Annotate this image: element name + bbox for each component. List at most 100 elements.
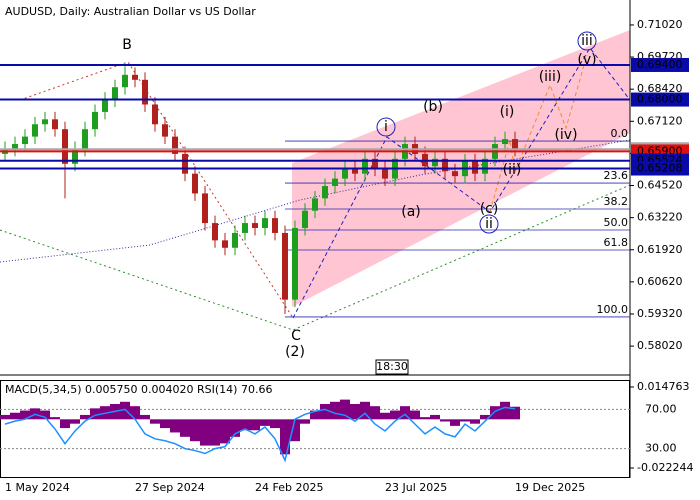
candle-body xyxy=(142,79,148,105)
wave-label: (2) xyxy=(285,344,305,360)
fib-label: 23.6 xyxy=(604,169,629,182)
macd-bar xyxy=(50,417,60,420)
candle-body xyxy=(172,136,178,154)
candle-body xyxy=(332,178,338,187)
macd-bar xyxy=(160,419,170,429)
candle-body xyxy=(432,158,438,167)
macd-bar xyxy=(200,419,210,446)
macd-bar xyxy=(220,419,230,444)
candle-body xyxy=(272,218,278,233)
wave-label: i xyxy=(384,119,388,135)
macd-bar xyxy=(480,414,490,420)
macd-bar xyxy=(330,401,340,420)
macd-bar xyxy=(280,419,290,455)
wave-label: (b) xyxy=(423,99,443,115)
moving-average xyxy=(0,139,631,263)
rsi-line xyxy=(4,406,516,463)
chart-title: AUDUSD, Daily: Australian Dollar vs US D… xyxy=(5,5,256,18)
macd-bar xyxy=(210,419,220,446)
candle-body xyxy=(472,161,478,174)
macd-bar xyxy=(40,410,50,420)
candle-body xyxy=(92,111,98,130)
candle-body xyxy=(292,228,298,300)
candle-body xyxy=(312,198,318,211)
x-tick-label: 1 May 2024 xyxy=(5,481,70,494)
candle-body xyxy=(22,136,28,145)
macd-bar xyxy=(80,414,90,420)
macd-bar xyxy=(470,419,480,424)
macd-bar xyxy=(410,410,420,420)
timer-box xyxy=(375,359,409,375)
fib-label: 38.2 xyxy=(604,195,629,208)
candle-body xyxy=(132,74,138,80)
macd-bar xyxy=(0,414,10,420)
candle-body xyxy=(202,193,208,224)
candle-body xyxy=(252,223,258,229)
candle-body xyxy=(262,218,268,229)
candle-body xyxy=(512,139,518,150)
candle-body xyxy=(162,124,168,137)
level-label: 0.69400 xyxy=(637,58,683,71)
macd-bar xyxy=(400,406,410,420)
macd-bar xyxy=(10,412,20,420)
y2-tick-label: 70.00 xyxy=(645,402,677,415)
macd-bar xyxy=(310,410,320,420)
macd-bar xyxy=(340,399,350,420)
macd-bar xyxy=(150,419,160,424)
macd-bar xyxy=(240,419,250,431)
macd-bar xyxy=(250,419,260,431)
x-tick-label: 23 Jul 2025 xyxy=(385,481,447,494)
wave-label: (i) xyxy=(500,104,515,120)
y-tick-label: 0.59320 xyxy=(637,307,683,320)
candle-body xyxy=(52,119,58,130)
macd-bar xyxy=(450,419,460,426)
candle-body xyxy=(502,139,508,145)
wave-label: ii xyxy=(485,216,493,232)
level-label-box xyxy=(631,57,689,72)
candle-body xyxy=(102,99,108,112)
candle-body xyxy=(282,232,288,300)
macd-bar xyxy=(500,401,510,420)
candle-body xyxy=(192,173,198,194)
fib-label: 61.8 xyxy=(604,236,629,249)
macd-bar xyxy=(420,417,430,420)
candle-body xyxy=(342,168,348,179)
timer: 18:30 xyxy=(376,360,408,373)
level-label-box xyxy=(631,161,689,176)
y-tick-label: 0.61920 xyxy=(637,243,683,256)
level-label: 0.68000 xyxy=(637,93,683,106)
macd-bar xyxy=(440,419,450,422)
candle-body xyxy=(32,124,38,137)
macd-bar xyxy=(130,406,140,420)
macd-bar xyxy=(230,419,240,437)
level-label: 0.65208 xyxy=(637,162,683,175)
candle-body xyxy=(242,223,248,233)
macd-bar xyxy=(60,419,70,429)
macd-bar xyxy=(20,410,30,420)
y-tick-label: 0.71020 xyxy=(637,18,683,31)
macd-bar xyxy=(190,419,200,442)
wave-label: C xyxy=(291,328,301,344)
macd-bar xyxy=(170,419,180,433)
macd-bar xyxy=(490,406,500,420)
y-tick-label: -0.022244 xyxy=(637,461,693,474)
wave-label: B xyxy=(122,37,132,53)
wave-circle xyxy=(479,214,499,234)
fib-label: 100.0 xyxy=(597,303,629,316)
candle-body xyxy=(302,210,308,229)
macd-bar xyxy=(120,401,130,420)
wave-label: (iii) xyxy=(539,69,562,85)
wave-line xyxy=(489,54,588,213)
macd-bar xyxy=(380,412,390,420)
x-tick-label: 27 Sep 2024 xyxy=(135,481,205,494)
macd-bar xyxy=(290,419,300,442)
y-tick-label: 0.68420 xyxy=(637,82,683,95)
candle-body xyxy=(12,144,18,149)
candle-body xyxy=(182,153,188,174)
wave-label: (v) xyxy=(577,52,596,68)
y-tick-label: 0.67120 xyxy=(637,114,683,127)
candle-body xyxy=(382,168,388,179)
wave-label: (a) xyxy=(401,204,421,220)
macd-bar xyxy=(510,406,520,420)
indicator-title: MACD(5,34,5) 0.005750 0.004020 RSI(14) 7… xyxy=(5,383,272,396)
